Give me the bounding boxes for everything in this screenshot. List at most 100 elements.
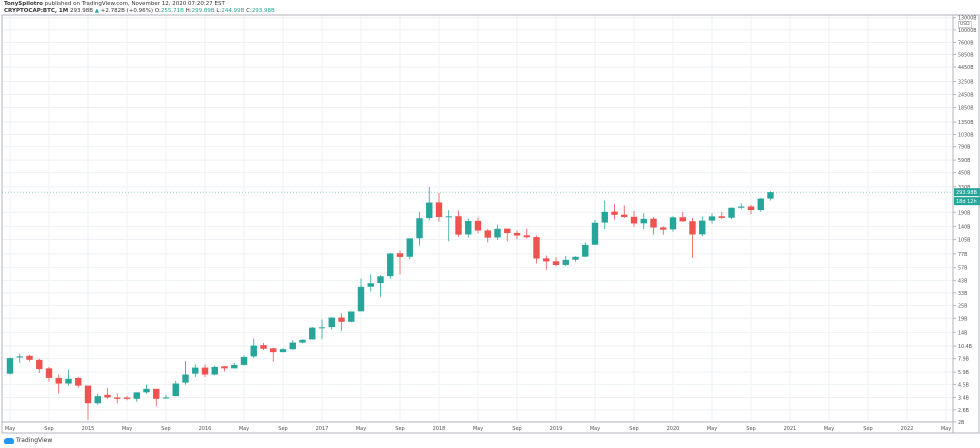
- change-arrow-icon: ▲: [94, 8, 99, 14]
- candle-body-down: [543, 258, 550, 262]
- y-tick-label: 140B: [958, 224, 970, 230]
- footer-logo-text[interactable]: TradingView: [16, 437, 53, 444]
- author-name[interactable]: TonySpilotro: [4, 1, 43, 7]
- candle-body-up: [738, 206, 745, 208]
- x-tick-label: 2018: [433, 426, 446, 432]
- candle-body-down: [270, 348, 277, 353]
- candle-body-up: [669, 217, 677, 230]
- x-tick-label: Sep: [395, 426, 404, 432]
- x-tick-label: May: [356, 426, 366, 432]
- candle-body-up: [240, 356, 248, 365]
- candle-body-down: [435, 202, 443, 218]
- y-tick-label: 10.4B: [958, 344, 972, 350]
- y-tick-label: 1350B: [958, 120, 974, 126]
- y-tick-label: 57B: [958, 266, 967, 272]
- price-tag: [954, 188, 980, 197]
- last-value: 293.98B: [69, 8, 94, 14]
- x-tick-label: May: [707, 426, 717, 432]
- candle-body-up: [367, 283, 374, 287]
- y-tick-label: 590B: [958, 158, 970, 164]
- candle-body-up: [94, 396, 101, 404]
- candle-body-down: [484, 230, 491, 238]
- x-tick-label: May: [590, 426, 600, 432]
- publish-info: TonySpilotro published on TradingView.co…: [4, 1, 225, 7]
- y-tick-label: 2450B: [958, 93, 974, 99]
- candle-body-up: [192, 367, 199, 374]
- x-tick-label: May: [5, 426, 15, 432]
- x-tick-label: 2017: [316, 426, 329, 432]
- y-tick-label: 7.9B: [958, 357, 969, 363]
- candle-body-up: [562, 259, 569, 265]
- candle-body-down: [455, 216, 462, 235]
- countdown-tag-label: 18d 12h: [956, 199, 977, 205]
- y-tick-label: 13000B: [958, 16, 977, 22]
- candle-body-up: [6, 358, 14, 374]
- candle-body-up: [133, 392, 140, 399]
- candle-body-up: [289, 342, 296, 350]
- candle-body-down: [338, 317, 345, 322]
- candle-body-up: [767, 192, 774, 199]
- symbol-legend: CRYPTOCAP:BTC, 1M 293.98B ▲ +2.782B (+0.…: [4, 8, 275, 14]
- x-tick-label: Sep: [44, 426, 53, 432]
- candle-body-down: [104, 394, 111, 398]
- candle-body-down: [504, 228, 511, 234]
- candle-body-down: [689, 221, 696, 235]
- y-tick-label: 7600B: [958, 40, 974, 46]
- candle-body-up: [143, 388, 150, 393]
- high-label: H:: [185, 8, 192, 14]
- y-tick-label: 43B: [958, 279, 967, 285]
- candle-body-up: [16, 356, 23, 358]
- candle-body-up: [182, 374, 189, 383]
- candle-body-down: [718, 216, 725, 218]
- candle-body-up: [465, 221, 472, 235]
- y-tick-label: 25B: [958, 304, 967, 310]
- candle-body-up: [591, 222, 599, 245]
- candle-body-up: [582, 244, 589, 257]
- candle-body-down: [533, 237, 540, 259]
- candle-body-down: [36, 359, 43, 370]
- candle-body-up: [279, 349, 287, 353]
- candle-body-up: [357, 286, 365, 312]
- candle-body-down: [523, 235, 530, 238]
- y-tick-label: 4450B: [958, 65, 974, 71]
- candle-body-down: [474, 220, 482, 231]
- y-tick-label: 5.9B: [958, 370, 969, 376]
- currency-label[interactable]: USD: [958, 21, 972, 28]
- candle-body-down: [621, 214, 628, 217]
- candle-body-up: [728, 207, 735, 218]
- y-tick-label: 105B: [958, 238, 970, 244]
- candle-body-down: [396, 253, 404, 257]
- candle-body-down: [45, 368, 53, 378]
- x-tick-label: May: [941, 426, 951, 432]
- candle-body-up: [250, 345, 257, 357]
- y-tick-label: 3.4B: [958, 395, 969, 401]
- change-value: +2.782B (+0.96%): [100, 8, 153, 14]
- x-tick-label: Sep: [629, 426, 638, 432]
- candle-body-up: [406, 238, 413, 257]
- candle-body-up: [65, 378, 72, 384]
- x-tick-label: 2020: [667, 426, 680, 432]
- y-tick-label: 19B: [958, 316, 967, 322]
- candle-body-up: [162, 397, 170, 399]
- y-tick-label: 450B: [958, 171, 970, 177]
- low-value: 244.99B: [221, 8, 245, 14]
- x-tick-label: Sep: [863, 426, 872, 432]
- candle-body-up: [445, 216, 452, 218]
- x-tick-label: Sep: [512, 426, 521, 432]
- high-value: 299.89B: [191, 8, 215, 14]
- candle-body-up: [494, 228, 501, 238]
- chart-frame: [1, 14, 980, 434]
- candle-body-up: [299, 339, 306, 343]
- close-value: 293.98B: [251, 8, 275, 14]
- y-tick-label: 33B: [958, 291, 967, 297]
- candle-body-down: [84, 385, 92, 404]
- x-tick-label: 2016: [199, 426, 212, 432]
- tradingview-logo-icon[interactable]: [4, 437, 14, 444]
- candle-body-up: [708, 216, 716, 221]
- candle-body-up: [348, 311, 355, 322]
- x-tick-label: 2022: [901, 426, 914, 432]
- candle-body-down: [513, 232, 521, 236]
- y-tick-label: 4.5B: [958, 383, 969, 389]
- x-tick-label: May: [122, 426, 132, 432]
